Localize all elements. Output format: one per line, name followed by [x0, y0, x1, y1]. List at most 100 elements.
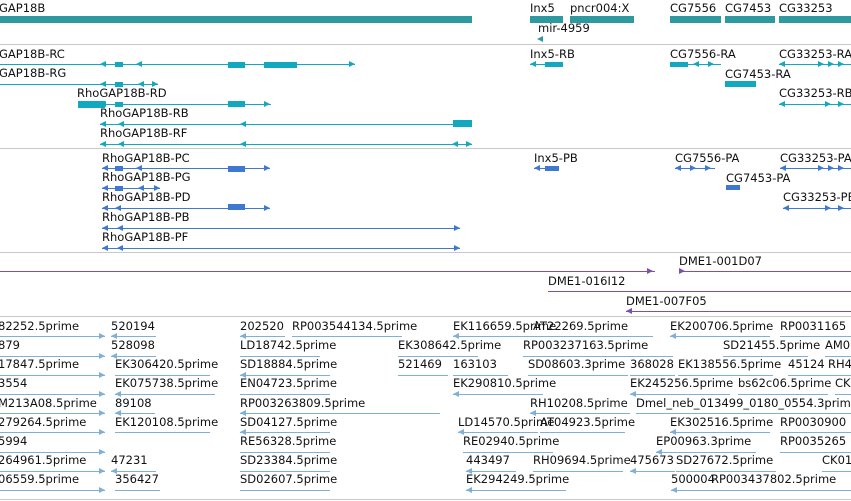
feature-label[interactable]: EK200706.5prime	[670, 319, 774, 333]
feature-label[interactable]: SD02607.5prime	[240, 472, 338, 486]
feature-label[interactable]: RhoGAP18B-PD	[102, 190, 191, 204]
feature-label[interactable]: GAP18B-RC	[0, 47, 65, 61]
feature-label[interactable]: EK116659.5prime	[453, 319, 557, 333]
feature-label[interactable]: 202520	[240, 319, 284, 333]
strand-arrow-right-icon	[99, 372, 105, 378]
feature-label[interactable]: CG33253-PA	[780, 151, 851, 165]
feature-label[interactable]: 06559.5prime	[0, 472, 80, 486]
feature-label[interactable]: CG33253-RB	[779, 86, 851, 100]
feature-label[interactable]: GAP18B	[0, 1, 46, 15]
feature-label[interactable]: DME1-007F05	[626, 294, 707, 308]
feature-label[interactable]: LD14570.5prime	[458, 415, 555, 429]
feature-label[interactable]: RE02940.5prime	[463, 434, 560, 448]
strand-arrow-left-icon	[530, 410, 536, 416]
feature-label[interactable]: AT04923.5prime	[540, 415, 636, 429]
feature-label[interactable]: 879	[0, 338, 20, 352]
feature-label[interactable]: RhoGAP18B-RB	[100, 106, 189, 120]
feature-label[interactable]: Inx5-PB	[534, 151, 578, 165]
feature-label[interactable]: RhoGAP18B-RF	[100, 126, 188, 140]
feature-label[interactable]: RP003263809.5prime	[240, 396, 366, 410]
intron-line	[780, 432, 851, 433]
feature-label[interactable]: 5994	[0, 434, 28, 448]
feature-label[interactable]: SD04127.5prime	[240, 415, 338, 429]
feature-label[interactable]: pncr004:X	[570, 1, 630, 15]
feature-label[interactable]: CK	[835, 376, 851, 390]
feature-label[interactable]: EK138556.5prime	[678, 357, 782, 371]
feature-label[interactable]: EK075738.5prime	[115, 376, 219, 390]
feature-label[interactable]: 528098	[111, 338, 155, 352]
feature-label[interactable]: 500004	[671, 472, 715, 486]
feature-label[interactable]: 264961.5prime	[0, 453, 87, 467]
feature-label[interactable]: 17847.5prime	[0, 357, 80, 371]
feature-label[interactable]: EK308642.5prime	[398, 338, 502, 352]
feature-label[interactable]: CG33253-RA	[779, 47, 851, 61]
feature-label[interactable]: CG7556-RA	[670, 47, 736, 61]
feature-label[interactable]: 368028	[630, 357, 674, 371]
feature-label[interactable]: EK245256.5prime	[630, 376, 734, 390]
feature-label[interactable]: EK120108.5prime	[115, 415, 219, 429]
feature-label[interactable]: 163103	[453, 357, 497, 371]
feature-label[interactable]: 520194	[111, 319, 155, 333]
feature-label[interactable]: CG33253-PB	[783, 190, 851, 204]
feature-label[interactable]: RP0035265	[780, 434, 847, 448]
feature-label[interactable]: SD23384.5prime	[240, 453, 338, 467]
feature-label[interactable]: RhoGAP18B-PF	[102, 230, 189, 244]
feature-label[interactable]: EK306420.5prime	[115, 357, 219, 371]
feature-label[interactable]: SD08603.3prime	[528, 357, 626, 371]
feature-label[interactable]: bs62c06.5prime	[738, 376, 832, 390]
feature-label[interactable]: CG7453-RA	[725, 67, 791, 81]
feature-label[interactable]: Inx5	[530, 1, 555, 15]
feature-label[interactable]: EK302516.5prime	[670, 415, 774, 429]
feature-label[interactable]: CG7556	[670, 1, 717, 15]
feature-label[interactable]: DME1-016I12	[548, 274, 626, 288]
feature-label[interactable]: RP003237163.5prime	[523, 338, 649, 352]
feature-label[interactable]: EP00963.3prime	[656, 434, 752, 448]
feature-label[interactable]: DME1-001D07	[679, 254, 762, 268]
feature-label[interactable]: mir-4959	[538, 21, 590, 35]
strand-arrow-right-icon	[838, 205, 844, 211]
feature-label[interactable]: CG7556-PA	[675, 151, 740, 165]
feature-label[interactable]: CG33253	[779, 1, 833, 15]
feature-label[interactable]: SD27672.5prime	[676, 453, 774, 467]
feature-label[interactable]: 47231	[111, 453, 148, 467]
feature-label[interactable]: RP003544134.5prime	[292, 319, 418, 333]
feature-label[interactable]: SD21455.5prime	[723, 338, 821, 352]
feature-label[interactable]: 521469	[398, 357, 442, 371]
feature-label[interactable]: Inx5-RB	[530, 47, 575, 61]
feature-label[interactable]: RH4	[828, 357, 851, 371]
feature-label[interactable]: RhoGAP18B-PG	[102, 170, 191, 184]
feature-label[interactable]: EK294249.5prime	[466, 472, 570, 486]
feature-label[interactable]: GAP18B-RG	[0, 66, 67, 80]
feature-label[interactable]: RE56328.5prime	[240, 434, 337, 448]
feature-label[interactable]: CG7453	[725, 1, 772, 15]
feature-label[interactable]: Dmel_neb_013499_0180_0554.3prime	[636, 396, 851, 410]
feature-label[interactable]: AT22269.5prime	[533, 319, 629, 333]
feature-label[interactable]: RhoGAP18B-PB	[102, 210, 190, 224]
feature-label[interactable]: RP003437802.5prime	[711, 472, 837, 486]
feature-label[interactable]: RH10208.5prime	[530, 396, 628, 410]
intron-line	[111, 356, 156, 357]
feature-label[interactable]: 82252.5prime	[0, 319, 80, 333]
feature-label[interactable]: 3554	[0, 376, 28, 390]
strand-arrow-right-icon	[99, 449, 105, 455]
strand-arrow-right-icon	[825, 101, 831, 107]
feature-label[interactable]: CG7453-PA	[726, 171, 791, 185]
feature-label[interactable]: EK290810.5prime	[453, 376, 557, 390]
feature-label[interactable]: 356427	[115, 472, 159, 486]
feature-label[interactable]: RH09694.5prime	[533, 453, 631, 467]
feature-label[interactable]: RhoGAP18B-PC	[102, 151, 190, 165]
feature-label[interactable]: LD18742.5prime	[240, 338, 337, 352]
feature-label[interactable]: 45124	[788, 357, 825, 371]
feature-label[interactable]: RP0031165	[780, 319, 847, 333]
feature-label[interactable]: SD18884.5prime	[240, 357, 338, 371]
feature-label[interactable]: CK01	[822, 453, 851, 467]
feature-label[interactable]: 475673	[630, 453, 674, 467]
feature-label[interactable]: RP0030900	[780, 415, 847, 429]
feature-label[interactable]: EN04723.5prime	[240, 376, 337, 390]
feature-label[interactable]: 443497	[466, 453, 510, 467]
feature-label[interactable]: 89108	[115, 396, 152, 410]
feature-label[interactable]: 279264.5prime	[0, 415, 87, 429]
feature-label[interactable]: RhoGAP18B-RD	[77, 86, 167, 100]
feature-label[interactable]: AM0	[825, 338, 851, 352]
feature-label[interactable]: M213A08.5prime	[0, 396, 97, 410]
